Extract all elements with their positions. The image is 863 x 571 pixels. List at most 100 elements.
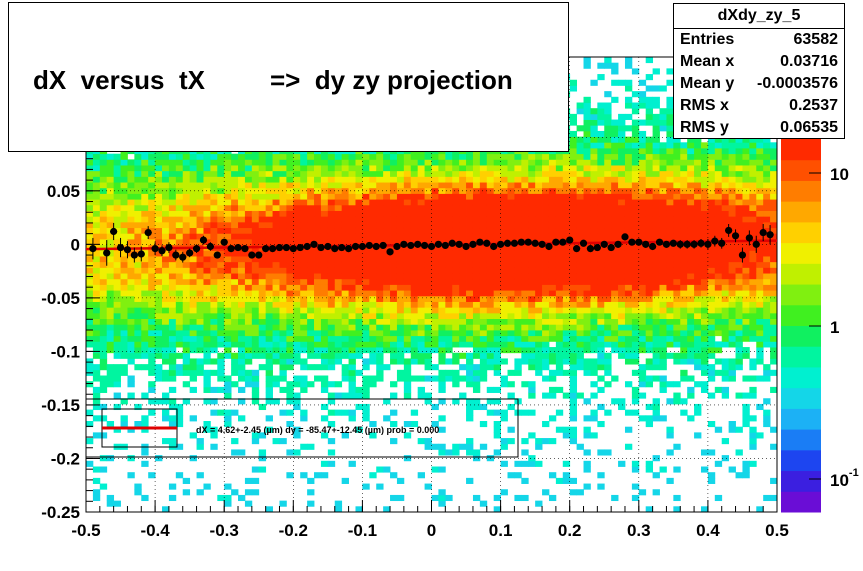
heatmap-cell bbox=[410, 227, 419, 234]
heatmap-cell bbox=[286, 301, 294, 308]
heatmap-cell bbox=[279, 199, 287, 206]
heatmap-cell bbox=[521, 284, 529, 291]
heatmap-cell bbox=[528, 284, 536, 291]
heatmap-cell bbox=[479, 335, 488, 342]
heatmap-cell bbox=[452, 278, 460, 285]
heatmap-cell bbox=[694, 182, 702, 189]
heatmap-cell bbox=[597, 153, 605, 160]
heatmap-cell bbox=[659, 233, 667, 240]
heatmap-cell bbox=[438, 227, 446, 234]
heatmap-cell bbox=[210, 227, 218, 234]
heatmap-cell bbox=[666, 199, 674, 206]
heatmap-cell bbox=[279, 273, 287, 280]
heatmap-cell bbox=[265, 159, 273, 166]
heatmap-cell bbox=[182, 204, 191, 211]
heatmap-cell bbox=[700, 233, 709, 240]
heatmap-cell bbox=[445, 318, 453, 325]
heatmap-cell bbox=[86, 193, 94, 200]
heatmap-cell bbox=[362, 330, 370, 337]
heatmap-cell bbox=[106, 165, 115, 172]
heatmap-cell bbox=[390, 204, 398, 211]
heatmap-cell bbox=[307, 301, 315, 308]
heatmap-cell bbox=[341, 352, 349, 359]
heatmap-cell bbox=[569, 324, 578, 331]
heatmap-cell bbox=[320, 341, 329, 348]
heatmap-cell bbox=[569, 426, 578, 433]
heatmap-cell bbox=[210, 398, 218, 405]
heatmap-cell bbox=[231, 165, 239, 172]
heatmap-cell bbox=[148, 352, 156, 359]
heatmap-cell bbox=[127, 347, 135, 354]
heatmap-cell bbox=[355, 369, 363, 376]
heatmap-cell bbox=[548, 210, 557, 217]
heatmap-cell bbox=[231, 330, 239, 337]
heatmap-cell bbox=[383, 244, 391, 251]
heatmap-cell bbox=[431, 341, 439, 348]
heatmap-cell bbox=[113, 210, 121, 217]
heatmap-cell bbox=[500, 358, 508, 365]
heatmap-cell bbox=[141, 239, 149, 246]
heatmap-cell bbox=[583, 483, 591, 490]
heatmap-cell bbox=[445, 176, 453, 183]
heatmap-cell bbox=[645, 415, 654, 422]
heatmap-cell bbox=[721, 148, 730, 155]
heatmap-cell bbox=[314, 347, 322, 354]
heatmap-cell bbox=[438, 170, 446, 177]
heatmap-cell bbox=[99, 403, 108, 411]
heatmap-cell bbox=[666, 130, 674, 138]
heatmap-cell bbox=[542, 301, 550, 308]
heatmap-cell bbox=[694, 347, 702, 354]
heatmap-cell bbox=[210, 204, 218, 211]
heatmap-cell bbox=[355, 318, 363, 325]
heatmap-cell bbox=[162, 335, 170, 342]
heatmap-cell bbox=[624, 335, 633, 342]
heatmap-cell bbox=[307, 159, 315, 166]
heatmap-cell bbox=[555, 347, 564, 354]
heatmap-cell bbox=[590, 358, 598, 365]
heatmap-cell bbox=[120, 239, 128, 246]
heatmap-cell bbox=[355, 199, 363, 206]
heatmap-cell bbox=[113, 335, 121, 342]
heatmap-cell bbox=[659, 85, 667, 92]
heatmap-cell bbox=[258, 176, 267, 183]
heatmap-cell bbox=[438, 239, 446, 246]
heatmap-cell bbox=[680, 398, 688, 405]
heatmap-cell bbox=[611, 159, 619, 166]
heatmap-cell bbox=[224, 386, 232, 393]
heatmap-cell bbox=[244, 210, 253, 217]
heatmap-cell bbox=[189, 358, 197, 365]
heatmap-cell bbox=[175, 239, 184, 246]
heatmap-cell bbox=[611, 301, 619, 308]
heatmap-cell bbox=[203, 187, 211, 194]
heatmap-cell bbox=[735, 341, 743, 348]
heatmap-cell bbox=[300, 273, 308, 280]
heatmap-cell bbox=[535, 347, 543, 354]
heatmap-cell bbox=[445, 284, 453, 291]
heatmap-cell bbox=[673, 210, 681, 217]
heatmap-cell bbox=[631, 193, 640, 200]
heatmap-cell bbox=[141, 494, 149, 502]
heatmap-cell bbox=[155, 159, 163, 166]
heatmap-cell bbox=[542, 489, 550, 496]
heatmap-cell bbox=[528, 324, 536, 331]
heatmap-cell bbox=[583, 449, 591, 456]
heatmap-cell bbox=[424, 204, 432, 211]
heatmap-cell bbox=[196, 176, 204, 183]
heatmap-cell bbox=[141, 421, 149, 428]
heatmap-cell bbox=[583, 318, 591, 325]
heatmap-cell bbox=[638, 159, 647, 166]
heatmap-cell bbox=[217, 227, 225, 234]
heatmap-cell bbox=[355, 170, 363, 177]
heatmap-cell bbox=[182, 398, 191, 405]
heatmap-cell bbox=[569, 364, 578, 371]
heatmap-cell bbox=[120, 318, 128, 325]
heatmap-cell bbox=[175, 330, 184, 337]
heatmap-cell bbox=[162, 261, 170, 268]
heatmap-cell bbox=[286, 170, 294, 177]
heatmap-cell bbox=[631, 307, 640, 314]
heatmap-cell bbox=[680, 341, 688, 348]
heatmap-cell bbox=[479, 170, 488, 177]
heatmap-cell bbox=[569, 477, 578, 484]
heatmap-cell bbox=[472, 204, 481, 211]
heatmap-cell bbox=[265, 347, 273, 354]
